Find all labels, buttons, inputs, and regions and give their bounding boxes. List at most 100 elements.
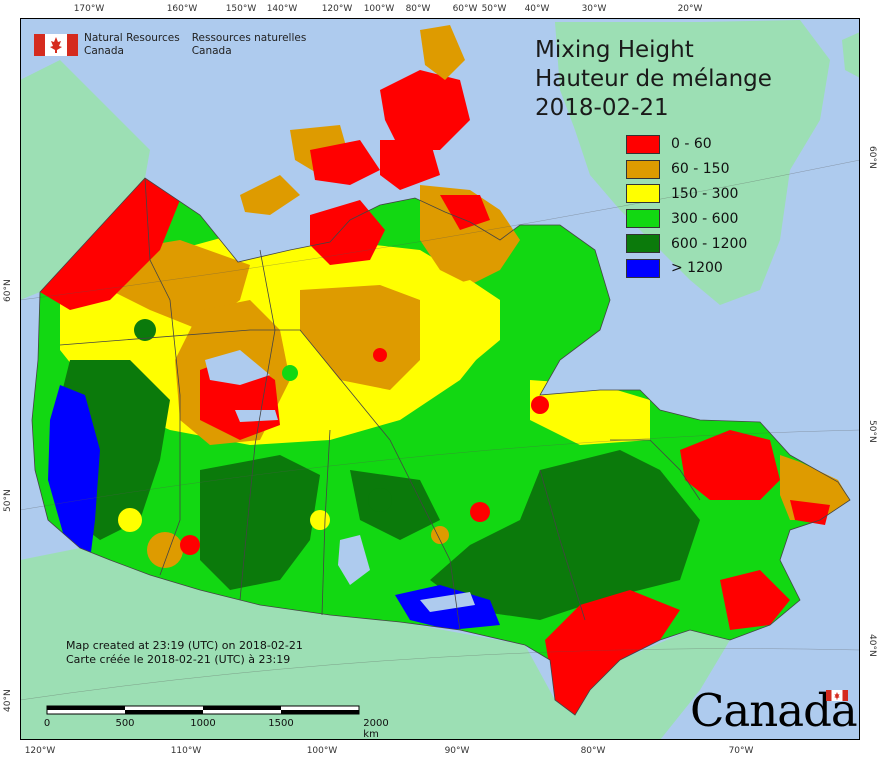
agency-name-fr: Ressources naturelles Canada xyxy=(192,32,307,58)
island-baffin-north xyxy=(440,195,490,230)
legend-swatch-1 xyxy=(626,159,660,179)
lake-winnipeg xyxy=(338,535,370,585)
credit-english: Map created at 23:19 (UTC) on 2018-02-21 xyxy=(66,639,303,652)
legend-label-3: 300 - 600 xyxy=(671,210,739,227)
usa-land xyxy=(20,548,730,740)
top-tick-80w: 80°W xyxy=(405,4,431,14)
hotspot-red-2 xyxy=(180,535,200,555)
top-tick-100w: 100°W xyxy=(363,4,395,14)
legend-label-0: 0 - 60 xyxy=(671,136,712,153)
top-tick-20w: 20°W xyxy=(677,4,703,14)
island-baffin xyxy=(420,185,520,285)
bottom-tick-110w: 110°W xyxy=(170,746,202,756)
bottom-tick-70w: 70°W xyxy=(728,746,754,756)
legend-label-2: 150 - 300 xyxy=(671,185,739,202)
top-tick-50w: 50°W xyxy=(481,4,507,14)
top-tick-120w: 120°W xyxy=(321,4,353,14)
legend-swatch-4 xyxy=(626,234,660,254)
graticule xyxy=(20,159,860,701)
legend-item: 600 - 1200 xyxy=(626,231,747,256)
map-title: Mixing Height Hauteur de mélange 2018-02… xyxy=(535,36,772,123)
island-banks xyxy=(240,175,300,215)
great-slave-lake xyxy=(235,410,278,422)
zone-0-60-yukon xyxy=(40,178,180,310)
agency-fr-line-2: Canada xyxy=(191,45,232,57)
island-ellesmere xyxy=(380,70,470,150)
zone-60-150-keewatin xyxy=(300,285,420,390)
top-tick-150w: 150°W xyxy=(225,4,257,14)
scale-bar: 0 500 1000 1500 2000 km xyxy=(43,704,389,740)
legend: 0 - 60 60 - 150 150 - 300 300 - 600 600 … xyxy=(626,132,747,281)
hotspot-red-3 xyxy=(531,396,549,414)
legend-swatch-3 xyxy=(626,209,660,229)
top-tick-170w: 170°W xyxy=(73,4,105,14)
map-border xyxy=(20,18,860,740)
left-tick-50n: 50°N xyxy=(3,489,13,512)
right-tick-60n: 60°N xyxy=(867,146,877,169)
legend-label-4: 600 - 1200 xyxy=(671,235,748,252)
scale-label-1500: 1500 xyxy=(268,718,294,729)
zone-600-1200-manitoba xyxy=(350,470,440,540)
agency-name-en: Natural Resources Canada xyxy=(84,32,180,58)
region-labrador-north xyxy=(520,270,610,340)
island-devon xyxy=(380,140,440,190)
canada-outline xyxy=(31,177,851,716)
credit-french: Carte créée le 2018-02-21 (UTC) à 23:19 xyxy=(66,653,291,666)
iceland-land xyxy=(842,32,860,78)
bottom-tick-80w: 80°W xyxy=(580,746,606,756)
island-ellesmere-north xyxy=(420,25,465,80)
zone-150-300-ungava xyxy=(530,380,650,445)
zone-0-60-maritimes xyxy=(720,570,790,630)
legend-item: 60 - 150 xyxy=(626,157,747,182)
agency-en-line-2: Canada xyxy=(84,45,124,57)
lake-superior xyxy=(420,592,475,612)
title-french: Hauteur de mélange xyxy=(535,66,772,92)
island-baffin-south xyxy=(430,280,500,365)
scale-label-2000: 2000 km xyxy=(363,718,389,740)
map-date: 2018-02-21 xyxy=(535,95,669,121)
legend-item: 300 - 600 xyxy=(626,206,747,231)
agency-signature: Natural Resources Canada Ressources natu… xyxy=(34,32,318,58)
hotspot-green-2 xyxy=(282,365,298,381)
legend-label-1: 60 - 150 xyxy=(671,161,730,178)
zone-over-1200-coast xyxy=(48,385,100,560)
provincial-borders xyxy=(59,177,701,631)
legend-label-5: > 1200 xyxy=(671,260,723,277)
island-victoria xyxy=(310,200,385,265)
mixing-height-map xyxy=(20,18,860,740)
canada-flag-icon xyxy=(34,34,78,56)
hotspot-orange-1 xyxy=(431,526,449,544)
legend-swatch-0 xyxy=(626,134,660,154)
wordmark-flag-icon xyxy=(826,690,848,701)
great-bear-lake xyxy=(205,350,270,385)
bottom-tick-100w: 100°W xyxy=(306,746,338,756)
legend-item: 150 - 300 xyxy=(626,182,747,207)
hotspot-green-3 xyxy=(134,319,156,341)
zone-0-60-southern-ontario xyxy=(545,590,680,715)
hotspot-orange-2 xyxy=(147,532,183,568)
top-tick-60w: 60°W xyxy=(452,4,478,14)
top-tick-160w: 160°W xyxy=(166,4,198,14)
hotspot-red-4 xyxy=(373,348,387,362)
scale-label-0: 0 xyxy=(43,718,51,729)
title-english: Mixing Height xyxy=(535,37,694,63)
canada-mainland xyxy=(32,178,850,715)
right-tick-50n: 50°N xyxy=(867,420,877,443)
island-bathurst xyxy=(310,140,380,185)
scale-label-500: 500 xyxy=(115,718,135,729)
bottom-tick-120w: 120°W xyxy=(24,746,56,756)
hotspot-green-1 xyxy=(368,488,392,512)
agency-en-line-1: Natural Resources xyxy=(84,32,180,44)
top-tick-30w: 30°W xyxy=(581,4,607,14)
map-credit: Map created at 23:19 (UTC) on 2018-02-21… xyxy=(66,639,303,667)
left-tick-40n: 40°N xyxy=(3,689,13,712)
top-tick-140w: 140°W xyxy=(266,4,298,14)
zone-0-60-labrador xyxy=(680,430,780,500)
legend-swatch-5 xyxy=(626,258,660,278)
zone-600-1200-quebec xyxy=(430,450,700,620)
top-tick-40w: 40°W xyxy=(524,4,550,14)
hotspot-red-1 xyxy=(470,502,490,522)
hotspot-yellow-2 xyxy=(310,510,330,530)
alaska-land xyxy=(20,60,150,300)
